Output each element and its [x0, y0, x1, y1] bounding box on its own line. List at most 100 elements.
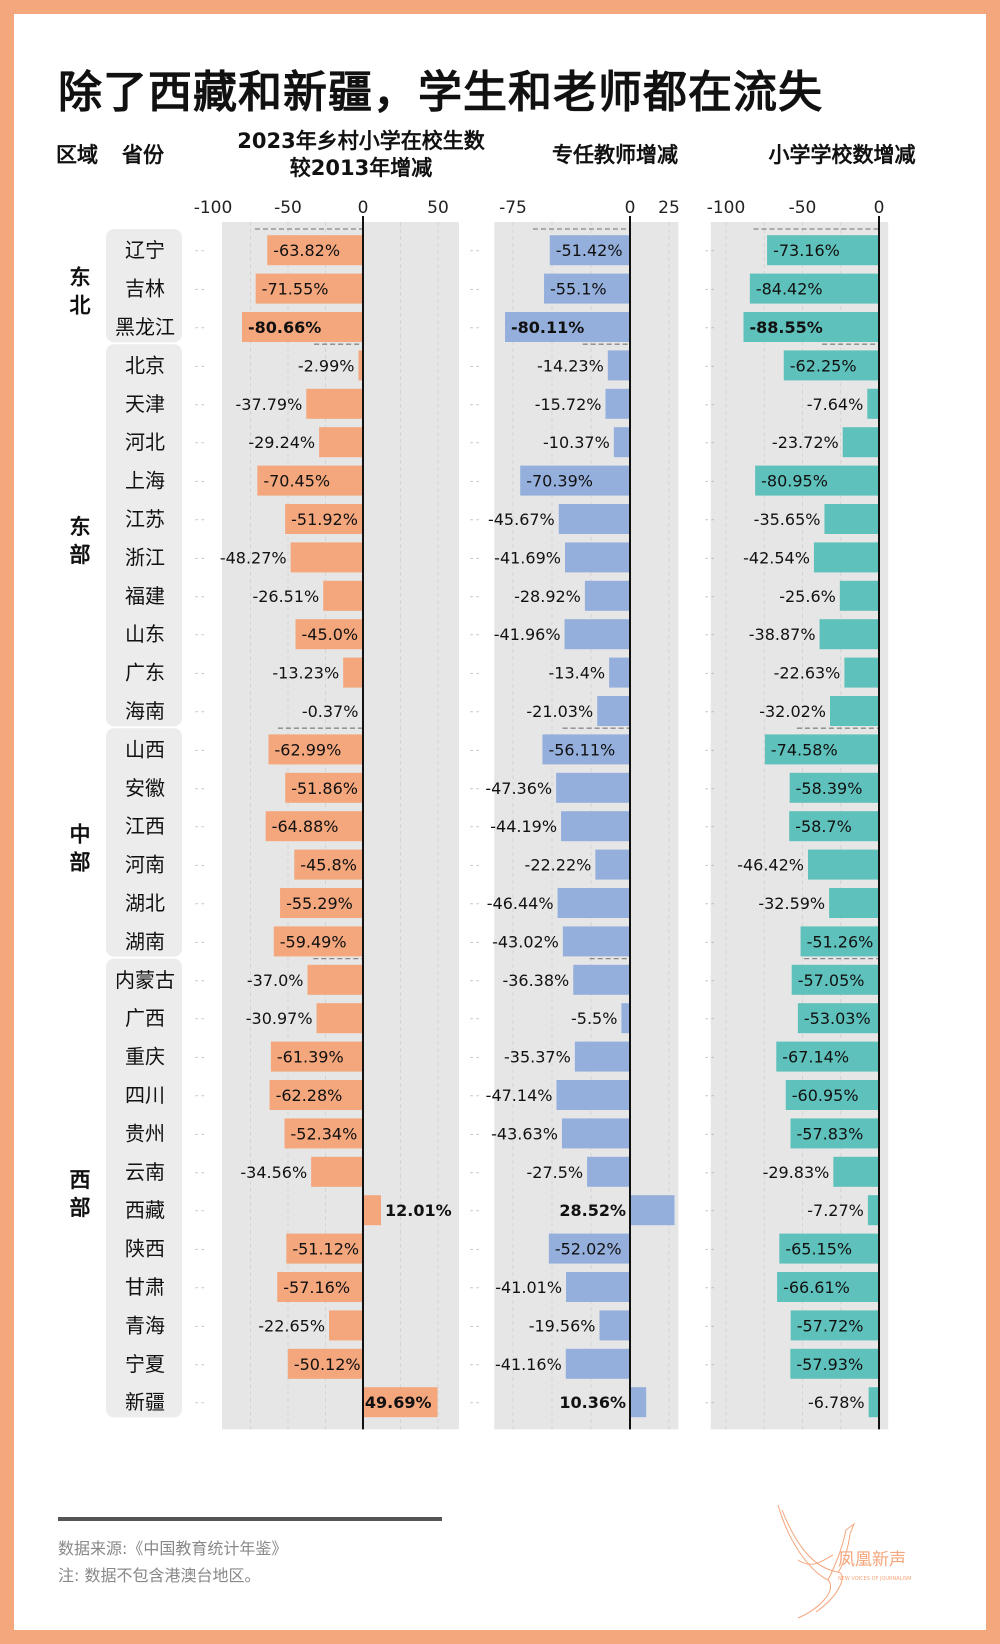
province-group-box: [106, 229, 182, 343]
province-label: 宁夏: [125, 1352, 165, 1376]
data-label: -47.14%: [486, 1086, 553, 1105]
data-label: -61.39%: [277, 1048, 344, 1067]
row-tick-marker: - -: [195, 400, 204, 410]
data-label: -62.28%: [276, 1086, 343, 1105]
data-label: -21.03%: [526, 702, 593, 721]
data-label: -58.39%: [796, 779, 863, 798]
row-tick-marker: - -: [470, 553, 479, 563]
bar-students: [284, 1118, 363, 1149]
data-label: -37.0%: [247, 971, 304, 990]
row-tick-marker: - -: [195, 707, 204, 717]
bar-teachers: [556, 1080, 630, 1110]
row-tick-marker: - -: [705, 745, 714, 755]
phoenix-icon: [777, 1504, 856, 1619]
bar-schools: [789, 772, 879, 803]
province-label: 重庆: [125, 1045, 165, 1069]
region-label: 部: [70, 1196, 91, 1220]
bar-schools: [797, 1003, 879, 1034]
data-label: -43.63%: [491, 1124, 558, 1143]
tick-label: 0: [624, 198, 636, 218]
row-tick-marker: - -: [705, 438, 714, 448]
bar-teachers: [605, 388, 630, 419]
row-tick-marker: - -: [470, 592, 479, 602]
row-tick-marker: - -: [705, 1014, 714, 1024]
data-label: -13.23%: [272, 664, 339, 683]
bar-schools: [755, 465, 879, 496]
bar-schools: [783, 350, 879, 381]
bar-schools: [777, 1272, 879, 1302]
province-group-box: [106, 958, 182, 1418]
data-label: -29.83%: [763, 1163, 830, 1182]
row-tick-marker: - -: [195, 1360, 204, 1370]
data-label: -42.54%: [743, 548, 810, 567]
bar-students: [311, 1156, 363, 1187]
row-tick-marker: - -: [195, 1321, 204, 1331]
data-label: -80.95%: [761, 472, 828, 491]
row-tick-marker: - -: [195, 592, 204, 602]
data-label: 28.52%: [559, 1201, 626, 1220]
header-students-line2: 较2013年增减: [289, 156, 433, 180]
province-label: 山东: [125, 622, 165, 646]
bar-teachers: [549, 235, 630, 266]
data-label: -48.27%: [220, 548, 287, 567]
province-label: 吉林: [125, 277, 165, 301]
data-label: -22.63%: [774, 664, 841, 683]
bar-schools: [833, 1156, 879, 1187]
data-label: -34.56%: [240, 1163, 307, 1182]
province-label: 山西: [125, 737, 165, 761]
row-tick-marker: - -: [470, 745, 479, 755]
row-tick-marker: - -: [705, 1398, 714, 1408]
tick-label: -75: [499, 198, 527, 218]
data-label: -38.87%: [749, 625, 816, 644]
row-tick-marker: - -: [470, 976, 479, 986]
row-tick-marker: - -: [470, 1053, 479, 1063]
data-label: -45.67%: [488, 510, 555, 529]
data-label: -19.56%: [529, 1316, 596, 1335]
bar-schools: [867, 388, 879, 419]
bar-students: [290, 542, 363, 573]
data-label: -71.55%: [262, 280, 329, 299]
row-tick-marker: - -: [470, 1168, 479, 1178]
row-tick-marker: - -: [705, 323, 714, 333]
bar-students: [323, 580, 363, 611]
region-label: 部: [70, 543, 91, 567]
bar-schools: [743, 312, 879, 342]
row-tick-marker: - -: [470, 1283, 479, 1293]
data-label: -53.03%: [804, 1009, 871, 1028]
data-label: -74.58%: [771, 740, 838, 759]
bar-students: [285, 772, 363, 803]
source-note: 数据来源:《中国教育统计年鉴》: [58, 1539, 288, 1558]
header-teachers: 专任教师增减: [552, 143, 678, 167]
bar-students: [267, 235, 363, 266]
row-tick-marker: - -: [195, 1129, 204, 1139]
header-province: 省份: [122, 143, 164, 167]
row-tick-marker: - -: [195, 669, 204, 679]
province-label: 甘肃: [125, 1275, 165, 1299]
data-label: -46.42%: [737, 856, 804, 875]
data-label: -57.83%: [797, 1124, 864, 1143]
data-label: -80.66%: [248, 318, 321, 337]
row-tick-marker: - -: [705, 784, 714, 794]
bar-teachers: [564, 619, 630, 650]
row-tick-marker: - -: [195, 246, 204, 256]
data-label: -51.12%: [292, 1240, 359, 1259]
data-label: -45.8%: [300, 856, 357, 875]
data-label: -70.39%: [526, 472, 593, 491]
province-label: 江苏: [125, 507, 165, 531]
row-tick-marker: - -: [705, 477, 714, 487]
row-tick-marker: - -: [705, 400, 714, 410]
data-label: -88.55%: [750, 318, 823, 337]
row-tick-marker: - -: [470, 400, 479, 410]
row-tick-marker: - -: [705, 553, 714, 563]
province-label: 安徽: [125, 776, 165, 800]
province-label: 海南: [125, 699, 165, 723]
row-tick-marker: - -: [470, 438, 479, 448]
row-tick-marker: - -: [705, 1129, 714, 1139]
data-label: -51.26%: [807, 932, 874, 951]
page-title: 除了西藏和新疆，学生和老师都在流失: [58, 67, 823, 118]
bar-schools: [819, 619, 879, 650]
data-label: -64.88%: [272, 817, 339, 836]
data-label: -44.19%: [490, 817, 557, 836]
province-label: 西藏: [125, 1198, 165, 1222]
bar-students: [307, 964, 363, 995]
